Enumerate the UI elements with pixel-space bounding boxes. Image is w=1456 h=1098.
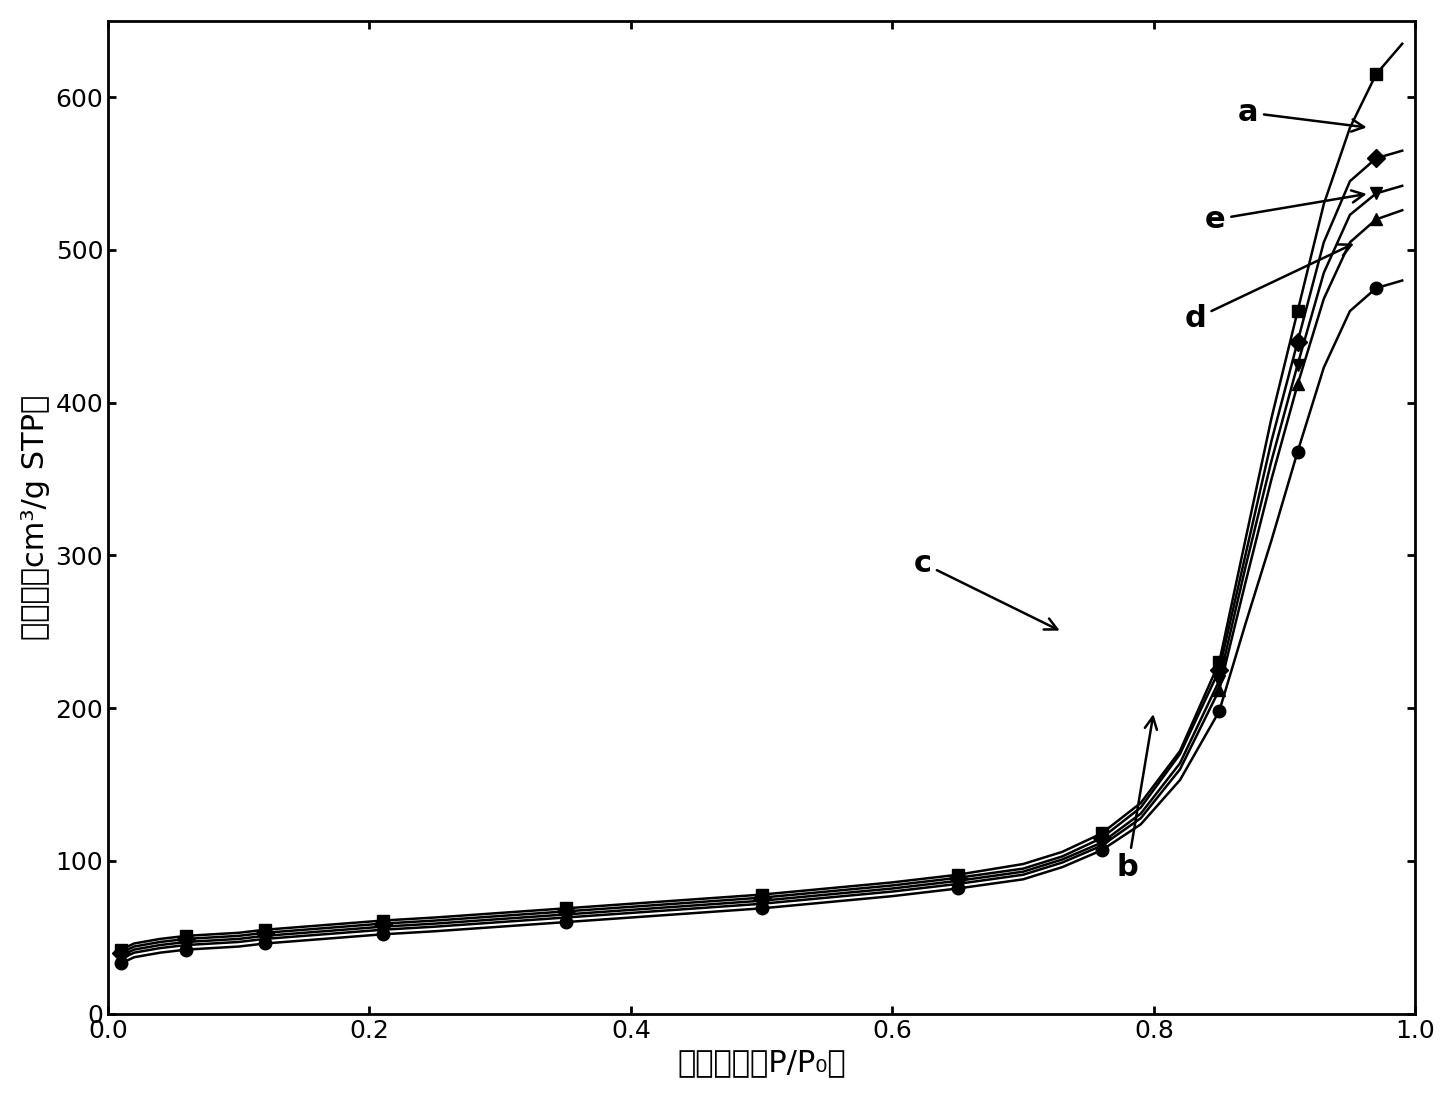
Text: b: b xyxy=(1117,717,1158,883)
Text: a: a xyxy=(1238,98,1364,132)
Text: d: d xyxy=(1184,245,1351,333)
X-axis label: 相对压力（P/P₀）: 相对压力（P/P₀） xyxy=(677,1049,846,1077)
Text: e: e xyxy=(1206,190,1364,234)
Y-axis label: 吸附量（cm³/g STP）: 吸附量（cm³/g STP） xyxy=(20,394,50,640)
Text: c: c xyxy=(913,549,1057,629)
